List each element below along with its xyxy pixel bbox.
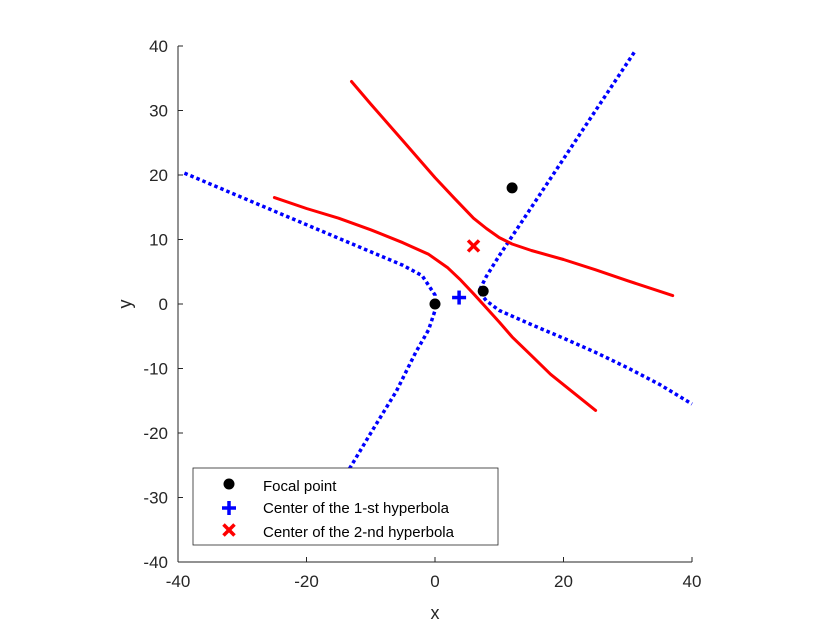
hyperbola-center-2 [466,239,481,253]
y-tick-label-5: 10 [149,231,168,250]
x-tick-label-2: 0 [430,572,439,591]
legend-label-center-2: Center of the 2-nd hyperbola [263,524,455,541]
hyperbola-2-branch-1 [350,80,675,298]
y-tick-label-2: -20 [143,424,168,443]
y-tick-label-3: -10 [143,360,168,379]
x-tick-label-0: -40 [166,572,191,591]
y-tick-label-4: 0 [159,295,168,314]
y-tick-label-8: 40 [149,37,168,56]
legend-symbol-1 [223,478,235,490]
x-tick-label-1: -20 [294,572,319,591]
hyperbola-2-branch-2 [272,196,598,412]
y-tick-label-7: 30 [149,102,168,121]
legend-box [192,467,499,546]
curves [183,51,693,493]
y-axis-label: y [115,300,135,309]
y-tick-label-6: 20 [149,166,168,185]
y-tick-label-1: -30 [143,489,168,508]
x-ticks: -40 -20 0 20 40 [166,557,702,591]
x-tick-label-3: 20 [554,572,573,591]
hyperbola-1-branch-2 [478,51,693,406]
markers [429,182,518,310]
focal-point-3 [506,182,518,194]
focal-point-2 [477,285,489,297]
legend-symbol-3 [222,523,236,537]
plot-area: -40 -20 0 20 40 -40 -30 -20 -10 0 10 20 30 40 [143,37,701,591]
legend-items: Focal point Center of the 1-st hyperbola… [222,478,455,541]
focal-point-1 [429,298,441,310]
legend-label-center-1: Center of the 1-st hyperbola [263,500,450,517]
x-tick-label-4: 40 [683,572,702,591]
hyperbola-1-branch-1 [183,171,437,493]
x-axis-label: x [431,603,440,623]
y-ticks: -40 -30 -20 -10 0 10 20 30 40 [143,37,183,572]
hyperbola-center-1 [452,290,467,305]
legend-label-focal-point: Focal point [263,478,337,495]
y-tick-label-0: -40 [143,553,168,572]
legend-symbol-2 [222,501,236,515]
legend: Focal point Center of the 1-st hyperbola… [192,467,499,546]
